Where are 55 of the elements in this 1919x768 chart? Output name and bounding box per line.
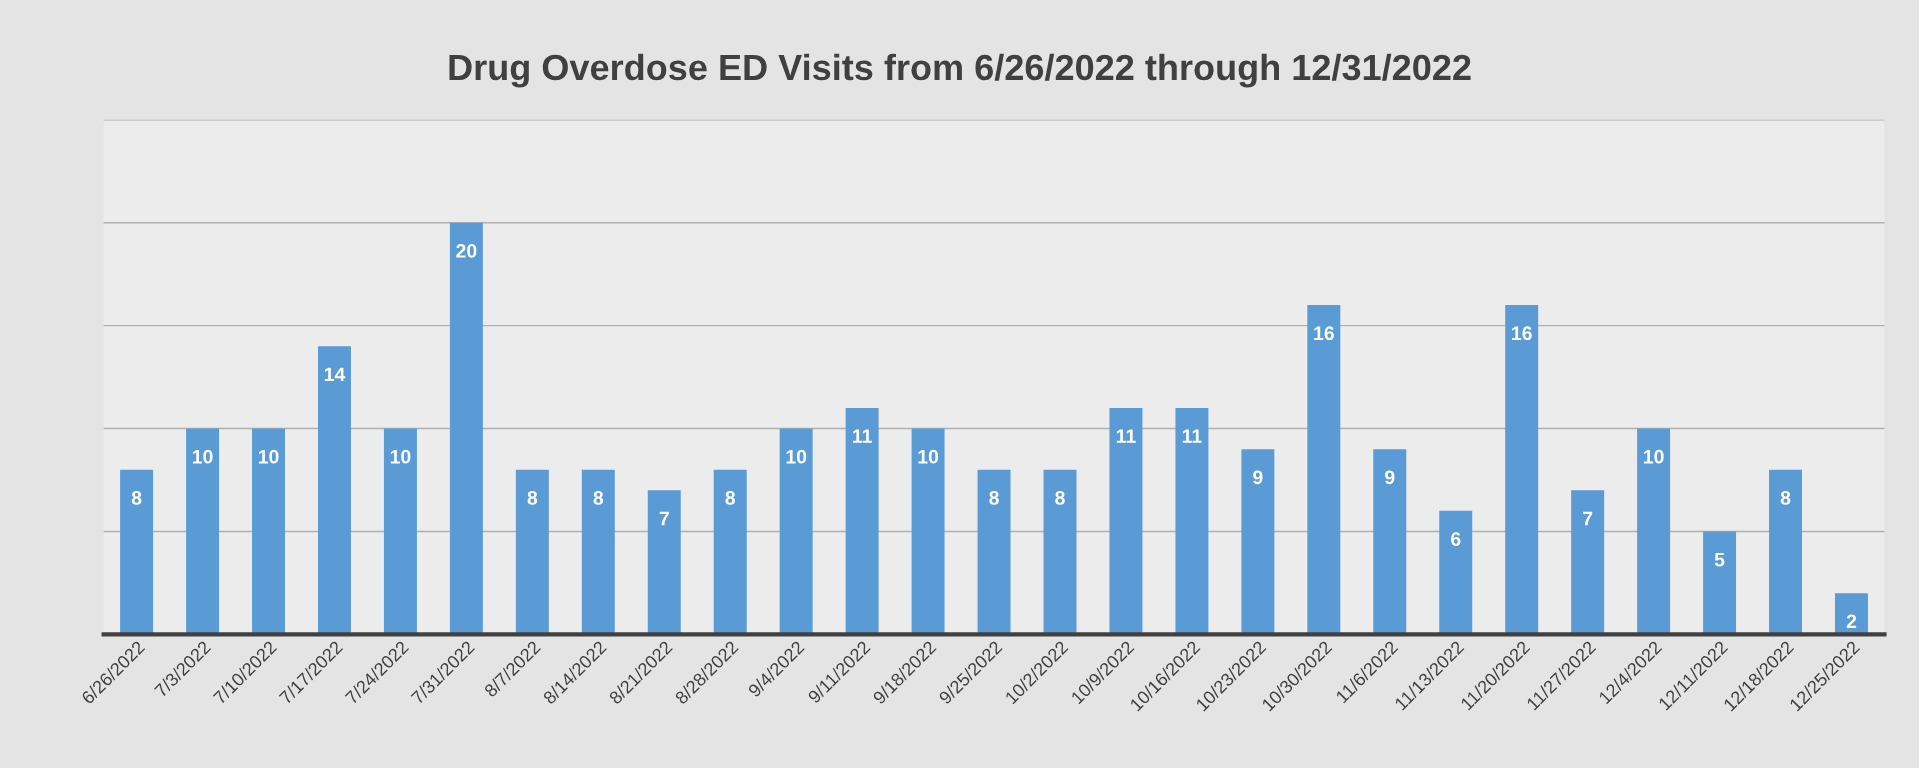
bar [647, 490, 681, 635]
bar [317, 346, 351, 635]
data-label: 8 [527, 490, 538, 505]
data-label: 10 [390, 449, 411, 464]
bar [186, 428, 220, 635]
data-label: 9 [1253, 470, 1263, 485]
data-label: 9 [1385, 470, 1395, 485]
data-label: 6 [1451, 532, 1461, 546]
bar [383, 428, 417, 635]
data-label: 11 [853, 429, 872, 443]
bar [1505, 305, 1539, 635]
bar [1373, 449, 1407, 635]
bar [1637, 428, 1671, 635]
bar [1703, 531, 1737, 635]
bar [1109, 407, 1143, 635]
data-label: 2 [1846, 614, 1857, 629]
data-label: 8 [593, 490, 604, 505]
bar [1769, 469, 1803, 635]
bar [779, 428, 813, 635]
bar [845, 407, 879, 635]
bar [977, 469, 1011, 635]
bar [515, 469, 549, 635]
data-label: 8 [989, 490, 999, 505]
data-label: 10 [258, 449, 279, 464]
data-label: 14 [324, 367, 346, 382]
bar [1241, 449, 1275, 635]
data-label: 11 [1182, 429, 1202, 443]
bar [120, 469, 154, 635]
bar [1439, 510, 1473, 635]
data-label: 10 [786, 449, 807, 464]
data-label: 8 [131, 490, 142, 505]
data-label: 7 [1583, 511, 1593, 526]
bar [1834, 593, 1868, 635]
bar [1571, 490, 1605, 635]
data-label: 10 [1644, 449, 1664, 464]
chart-title: Drug Overdose ED Visits from 6/26/2022 through 12/31/2022 [449, 53, 1471, 88]
data-label: 16 [1512, 326, 1532, 341]
data-label: 20 [456, 244, 477, 258]
data-label: 8 [1055, 490, 1065, 505]
bar [1175, 407, 1209, 635]
data-label: 8 [725, 490, 736, 505]
bar [1307, 305, 1341, 635]
bar [911, 428, 945, 635]
data-label: 8 [1780, 490, 1791, 505]
bar [713, 469, 747, 635]
data-label: 10 [192, 449, 213, 464]
data-label: 5 [1714, 552, 1725, 567]
bar [252, 428, 286, 635]
data-label: 7 [659, 511, 669, 526]
data-label: 11 [1116, 429, 1136, 443]
data-label: 16 [1314, 326, 1334, 341]
bar [581, 469, 615, 635]
data-label: 10 [918, 449, 939, 464]
bar [1043, 469, 1077, 635]
bar [449, 222, 483, 635]
